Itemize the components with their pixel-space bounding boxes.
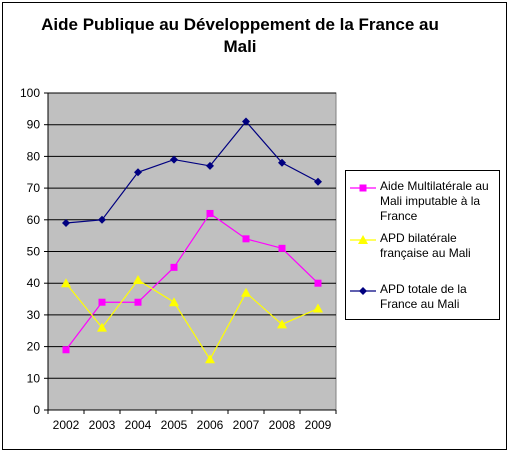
- legend-swatch-totale: [350, 287, 376, 295]
- series-line-totale: [65, 120, 319, 224]
- x-tick-label-2009: 2009: [305, 418, 332, 432]
- point-bilaterale-2005: [169, 297, 179, 307]
- point-totale-2007: [242, 117, 250, 126]
- x-tick-label-2006: 2006: [197, 418, 224, 432]
- legend-swatch-marker-multilaterale: [359, 184, 367, 192]
- y-tick-label-80: 80: [27, 149, 41, 163]
- x-tick-label-2005: 2005: [161, 418, 188, 432]
- point-multilaterale-2007: [242, 235, 250, 243]
- chart-title: Aide Publique au Développement de la Fra…: [41, 15, 439, 56]
- point-multilaterale-2003: [98, 298, 106, 306]
- y-tick-label-100: 100: [20, 86, 40, 100]
- y-tick-label-50: 50: [27, 245, 41, 259]
- point-bilaterale-2007: [241, 287, 251, 297]
- point-totale-2008: [278, 158, 286, 167]
- y-tick-label-60: 60: [27, 213, 41, 227]
- legend-swatch-bilaterale: [350, 235, 376, 244]
- series-line-multilaterale: [65, 212, 319, 351]
- point-totale-2003: [98, 215, 106, 224]
- point-bilaterale-2002: [61, 278, 71, 288]
- legend-swatch-multilaterale: [350, 184, 376, 192]
- x-tick-label-2003: 2003: [89, 418, 116, 432]
- point-totale-2005: [170, 155, 178, 164]
- legend-label-totale: APD totale de la France au Mali: [380, 282, 467, 311]
- point-totale-2004: [134, 168, 142, 177]
- legend-swatch-marker-totale: [359, 287, 367, 295]
- point-totale-2002: [62, 218, 70, 227]
- point-multilaterale-2002: [62, 346, 70, 354]
- point-bilaterale-2008: [277, 319, 287, 329]
- legend-label-multilaterale: Aide Multilatérale au Mali imputable à l…: [380, 179, 489, 223]
- y-tick-label-40: 40: [27, 276, 41, 290]
- x-tick-label-2007: 2007: [233, 418, 260, 432]
- point-bilaterale-2004: [133, 275, 143, 285]
- legend-swatch-marker-bilaterale: [358, 235, 368, 244]
- point-multilaterale-2008: [278, 244, 286, 252]
- y-tick-label-20: 20: [27, 340, 41, 354]
- y-tick-label-70: 70: [27, 181, 41, 195]
- y-tick-label-90: 90: [27, 118, 41, 132]
- point-multilaterale-2004: [134, 298, 142, 306]
- legend: Aide Multilatérale au Mali imputable à l…: [345, 170, 500, 320]
- x-tick-label-2002: 2002: [53, 418, 80, 432]
- legend-label-bilaterale: APD bilatérale française au Mali: [380, 231, 471, 260]
- point-totale-2006: [206, 161, 214, 170]
- y-tick-label-10: 10: [27, 371, 41, 385]
- x-tick-label-2008: 2008: [269, 418, 296, 432]
- point-multilaterale-2005: [170, 263, 178, 271]
- point-multilaterale-2009: [314, 279, 322, 287]
- point-bilaterale-2003: [97, 322, 107, 332]
- point-multilaterale-2006: [206, 209, 214, 217]
- point-totale-2009: [314, 177, 322, 186]
- point-bilaterale-2006: [205, 354, 215, 364]
- y-tick-label-0: 0: [33, 403, 40, 417]
- y-tick-label-30: 30: [27, 308, 41, 322]
- point-bilaterale-2009: [313, 303, 323, 313]
- x-tick-label-2004: 2004: [125, 418, 152, 432]
- series-line-bilaterale: [65, 279, 319, 361]
